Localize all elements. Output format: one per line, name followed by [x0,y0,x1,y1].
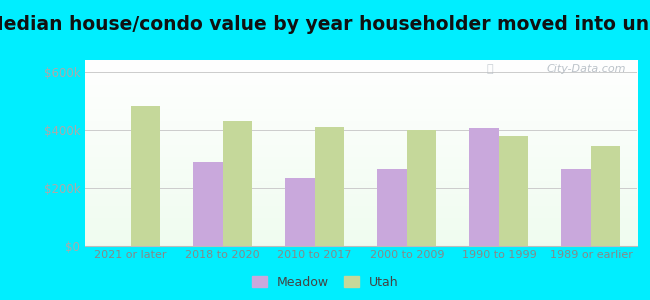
Legend: Meadow, Utah: Meadow, Utah [246,271,404,294]
Bar [377,169,407,246]
Bar [222,121,252,246]
Bar [407,130,436,246]
Bar [193,162,222,246]
Text: ⓘ: ⓘ [487,64,493,74]
Bar [469,128,499,246]
Bar [499,136,528,246]
Bar [285,178,315,246]
Text: City-Data.com: City-Data.com [547,64,626,74]
Text: Median house/condo value by year householder moved into unit: Median house/condo value by year househo… [0,15,650,34]
Bar [562,169,591,246]
Bar [591,146,620,246]
Bar [315,127,344,246]
Bar [131,106,160,246]
